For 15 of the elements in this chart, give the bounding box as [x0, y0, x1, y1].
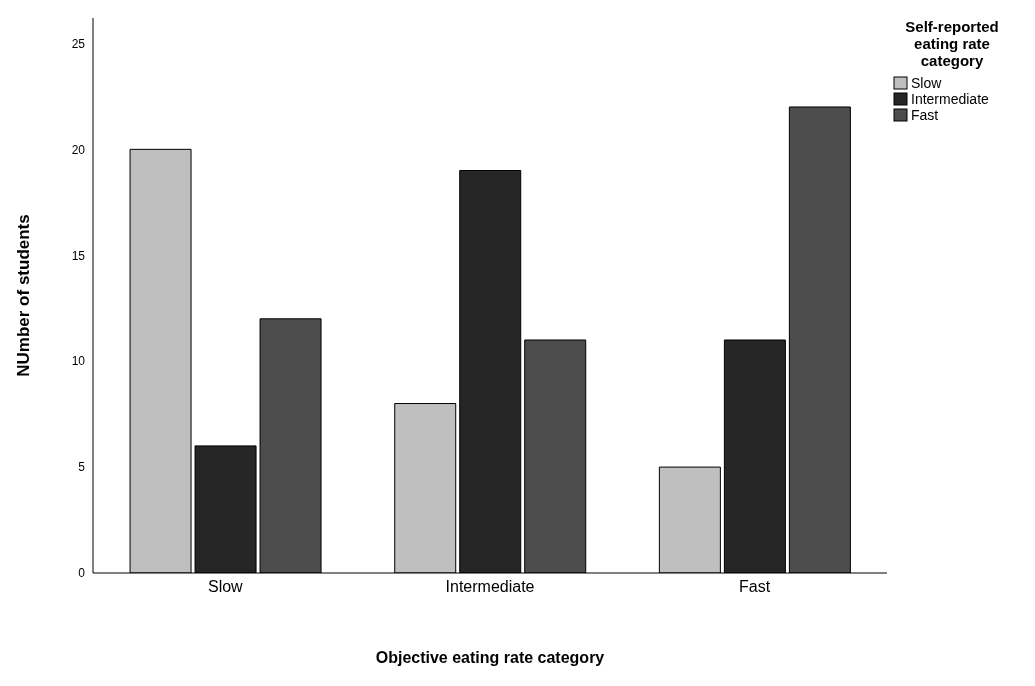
x-tick-label: Fast [739, 578, 771, 596]
y-tick-label: 10 [71, 354, 86, 369]
y-tick-label: 0 [78, 566, 86, 581]
legend-label: Intermediate [911, 91, 989, 107]
legend-label: Slow [911, 75, 942, 91]
legend-label: Fast [911, 107, 939, 123]
y-tick-label: 25 [71, 36, 86, 51]
y-axis-title: NUmber of students [14, 214, 34, 377]
y-tick-label: 5 [78, 460, 86, 475]
x-tick-label: Slow [207, 578, 244, 596]
y-tick-label: 15 [71, 248, 86, 263]
x-axis-title: Objective eating rate category [375, 649, 605, 666]
legend-title: Self-reported eating rate category [904, 18, 1000, 69]
x-tick-label: Intermediate [445, 578, 535, 596]
y-tick-label: 20 [71, 142, 86, 157]
